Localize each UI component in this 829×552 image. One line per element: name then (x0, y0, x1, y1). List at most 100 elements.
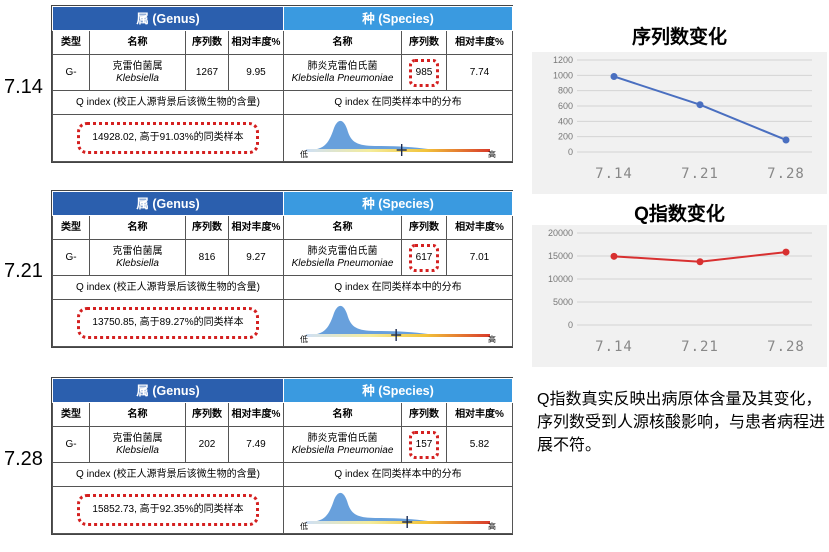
species-header: 种 (Species) (283, 6, 514, 31)
genus-header: 属 (Genus) (51, 6, 285, 31)
y-tick-label: 600 (558, 101, 573, 111)
data-point (696, 258, 704, 266)
genus-header: 属 (Genus) (51, 191, 285, 216)
date-label: 7.21 (4, 260, 43, 282)
species-reads-cell: 157 (401, 426, 448, 463)
col-type: 类型 (52, 30, 90, 55)
species-abundance: 7.01 (446, 239, 514, 276)
col-species-reads: 序列数 (401, 30, 448, 55)
gram-type: G- (52, 54, 90, 91)
species-name-cn: 肺炎克雷伯氏菌 (307, 60, 378, 72)
x-tick-label: 7.14 (595, 166, 633, 182)
x-tick-label: 7.14 (595, 339, 633, 355)
data-point (610, 252, 618, 260)
distribution-label: Q index 在同类样本中的分布 (283, 275, 514, 300)
y-tick-label: 5000 (553, 297, 573, 307)
col-species-reads: 序列数 (401, 402, 448, 427)
qindex-value: 15852.73, 高于92.35%的同类样本 (77, 494, 259, 526)
species-name-cn: 肺炎克雷伯氏菌 (307, 432, 378, 444)
species-name-cn: 肺炎克雷伯氏菌 (307, 245, 378, 257)
qindex-chart-svg: 0 5000 10000 15000 20000 7.14 7.21 7.28 (548, 228, 812, 355)
low-label: 低 (300, 335, 309, 344)
species-name-cell: 肺炎克雷伯氏菌 Klebsiella Pneumoniae (283, 54, 403, 91)
date-label: 7.28 (4, 448, 43, 470)
col-abundance: 相对丰度% (227, 215, 285, 240)
distribution-svg (306, 492, 491, 528)
col-name: 名称 (89, 30, 186, 55)
qindex-marker (402, 516, 413, 528)
col-species-name: 名称 (283, 30, 403, 55)
genus-abundance: 9.95 (227, 54, 285, 91)
distribution-curve (306, 305, 491, 335)
y-tick-label: 15000 (548, 251, 573, 261)
y-tick-label: 10000 (548, 274, 573, 284)
distribution-svg (306, 120, 491, 156)
species-name-latin: Klebsiella Pneumoniae (291, 72, 394, 84)
conclusion-caption: Q指数真实反映出病原体含量及其变化，序列数受到人源核酸影响，与患者病程进展不符。 (537, 391, 826, 454)
qindex-value: 13750.85, 高于89.27%的同类样本 (77, 307, 259, 339)
data-point (610, 72, 618, 80)
col-species-abundance: 相对丰度% (446, 30, 514, 55)
qindex-label: Q index (校正人源背景后该微生物的含量) (51, 462, 285, 487)
col-abundance: 相对丰度% (227, 30, 285, 55)
distribution-plot: 低 高 (298, 116, 498, 160)
col-name: 名称 (89, 402, 186, 427)
distribution-curve (306, 492, 491, 522)
y-tick-label: 20000 (548, 228, 573, 238)
gram-type: G- (52, 426, 90, 463)
qindex-value: 14928.02, 高于91.03%的同类样本 (77, 122, 259, 154)
distribution-plot: 低 高 (298, 301, 498, 345)
col-reads: 序列数 (185, 215, 229, 240)
genus-name-cn: 克雷伯菌属 (112, 60, 163, 72)
reads-chart: 0 200 400 600 800 1000 1200 7.14 7.21 7.28 (532, 52, 827, 194)
col-type: 类型 (52, 402, 90, 427)
gram-type: G- (52, 239, 90, 276)
distribution-cell: 低 高 (283, 486, 514, 534)
col-species-abundance: 相对丰度% (446, 215, 514, 240)
chart-title: Q指数变化 (634, 204, 725, 225)
pathogen-report-table: 属 (Genus) 种 (Species) 类型 名称 序列数 相对丰度% 名称… (51, 5, 514, 163)
qindex-label: Q index (校正人源背景后该微生物的含量) (51, 90, 285, 115)
genus-reads: 1267 (185, 54, 229, 91)
qindex-value-cell: 14928.02, 高于91.03%的同类样本 (51, 114, 285, 162)
high-label: 高 (488, 150, 497, 159)
species-reads: 157 (408, 430, 440, 459)
qindex-value-cell: 15852.73, 高于92.35%的同类样本 (51, 486, 285, 534)
qindex-marker (396, 144, 407, 156)
species-reads-cell: 617 (401, 239, 448, 276)
y-tick-label: 1200 (553, 55, 573, 65)
x-tick-label: 7.28 (767, 166, 805, 182)
species-reads: 985 (408, 58, 440, 87)
qindex-label: Q index (校正人源背景后该微生物的含量) (51, 275, 285, 300)
col-species-name: 名称 (283, 215, 403, 240)
distribution-curve (306, 120, 491, 150)
species-name-latin: Klebsiella Pneumoniae (291, 444, 394, 456)
high-label: 高 (488, 335, 497, 344)
genus-header: 属 (Genus) (51, 378, 285, 403)
y-tick-label: 800 (558, 86, 573, 96)
species-reads: 617 (408, 243, 440, 272)
col-species-reads: 序列数 (401, 215, 448, 240)
genus-name-cell: 克雷伯菌属 Klebsiella (89, 54, 186, 91)
genus-name-cell: 克雷伯菌属 Klebsiella (89, 426, 186, 463)
col-reads: 序列数 (185, 30, 229, 55)
qindex-marker (391, 329, 402, 341)
qindex-value-cell: 13750.85, 高于89.27%的同类样本 (51, 299, 285, 347)
col-type: 类型 (52, 215, 90, 240)
distribution-plot: 低 高 (298, 488, 498, 532)
distribution-svg (306, 305, 491, 341)
distribution-label: Q index 在同类样本中的分布 (283, 90, 514, 115)
distribution-label: Q index 在同类样本中的分布 (283, 462, 514, 487)
y-tick-label: 0 (568, 320, 573, 330)
y-tick-label: 400 (558, 116, 573, 126)
chart-title: 序列数变化 (631, 27, 727, 48)
data-point (782, 248, 790, 256)
species-reads-cell: 985 (401, 54, 448, 91)
col-name: 名称 (89, 215, 186, 240)
genus-reads: 816 (185, 239, 229, 276)
data-point (782, 136, 790, 144)
reads-chart-svg: 0 200 400 600 800 1000 1200 7.14 7.21 7.28 (553, 55, 812, 182)
genus-abundance: 9.27 (227, 239, 285, 276)
species-abundance: 5.82 (446, 426, 514, 463)
series-line (613, 75, 787, 141)
